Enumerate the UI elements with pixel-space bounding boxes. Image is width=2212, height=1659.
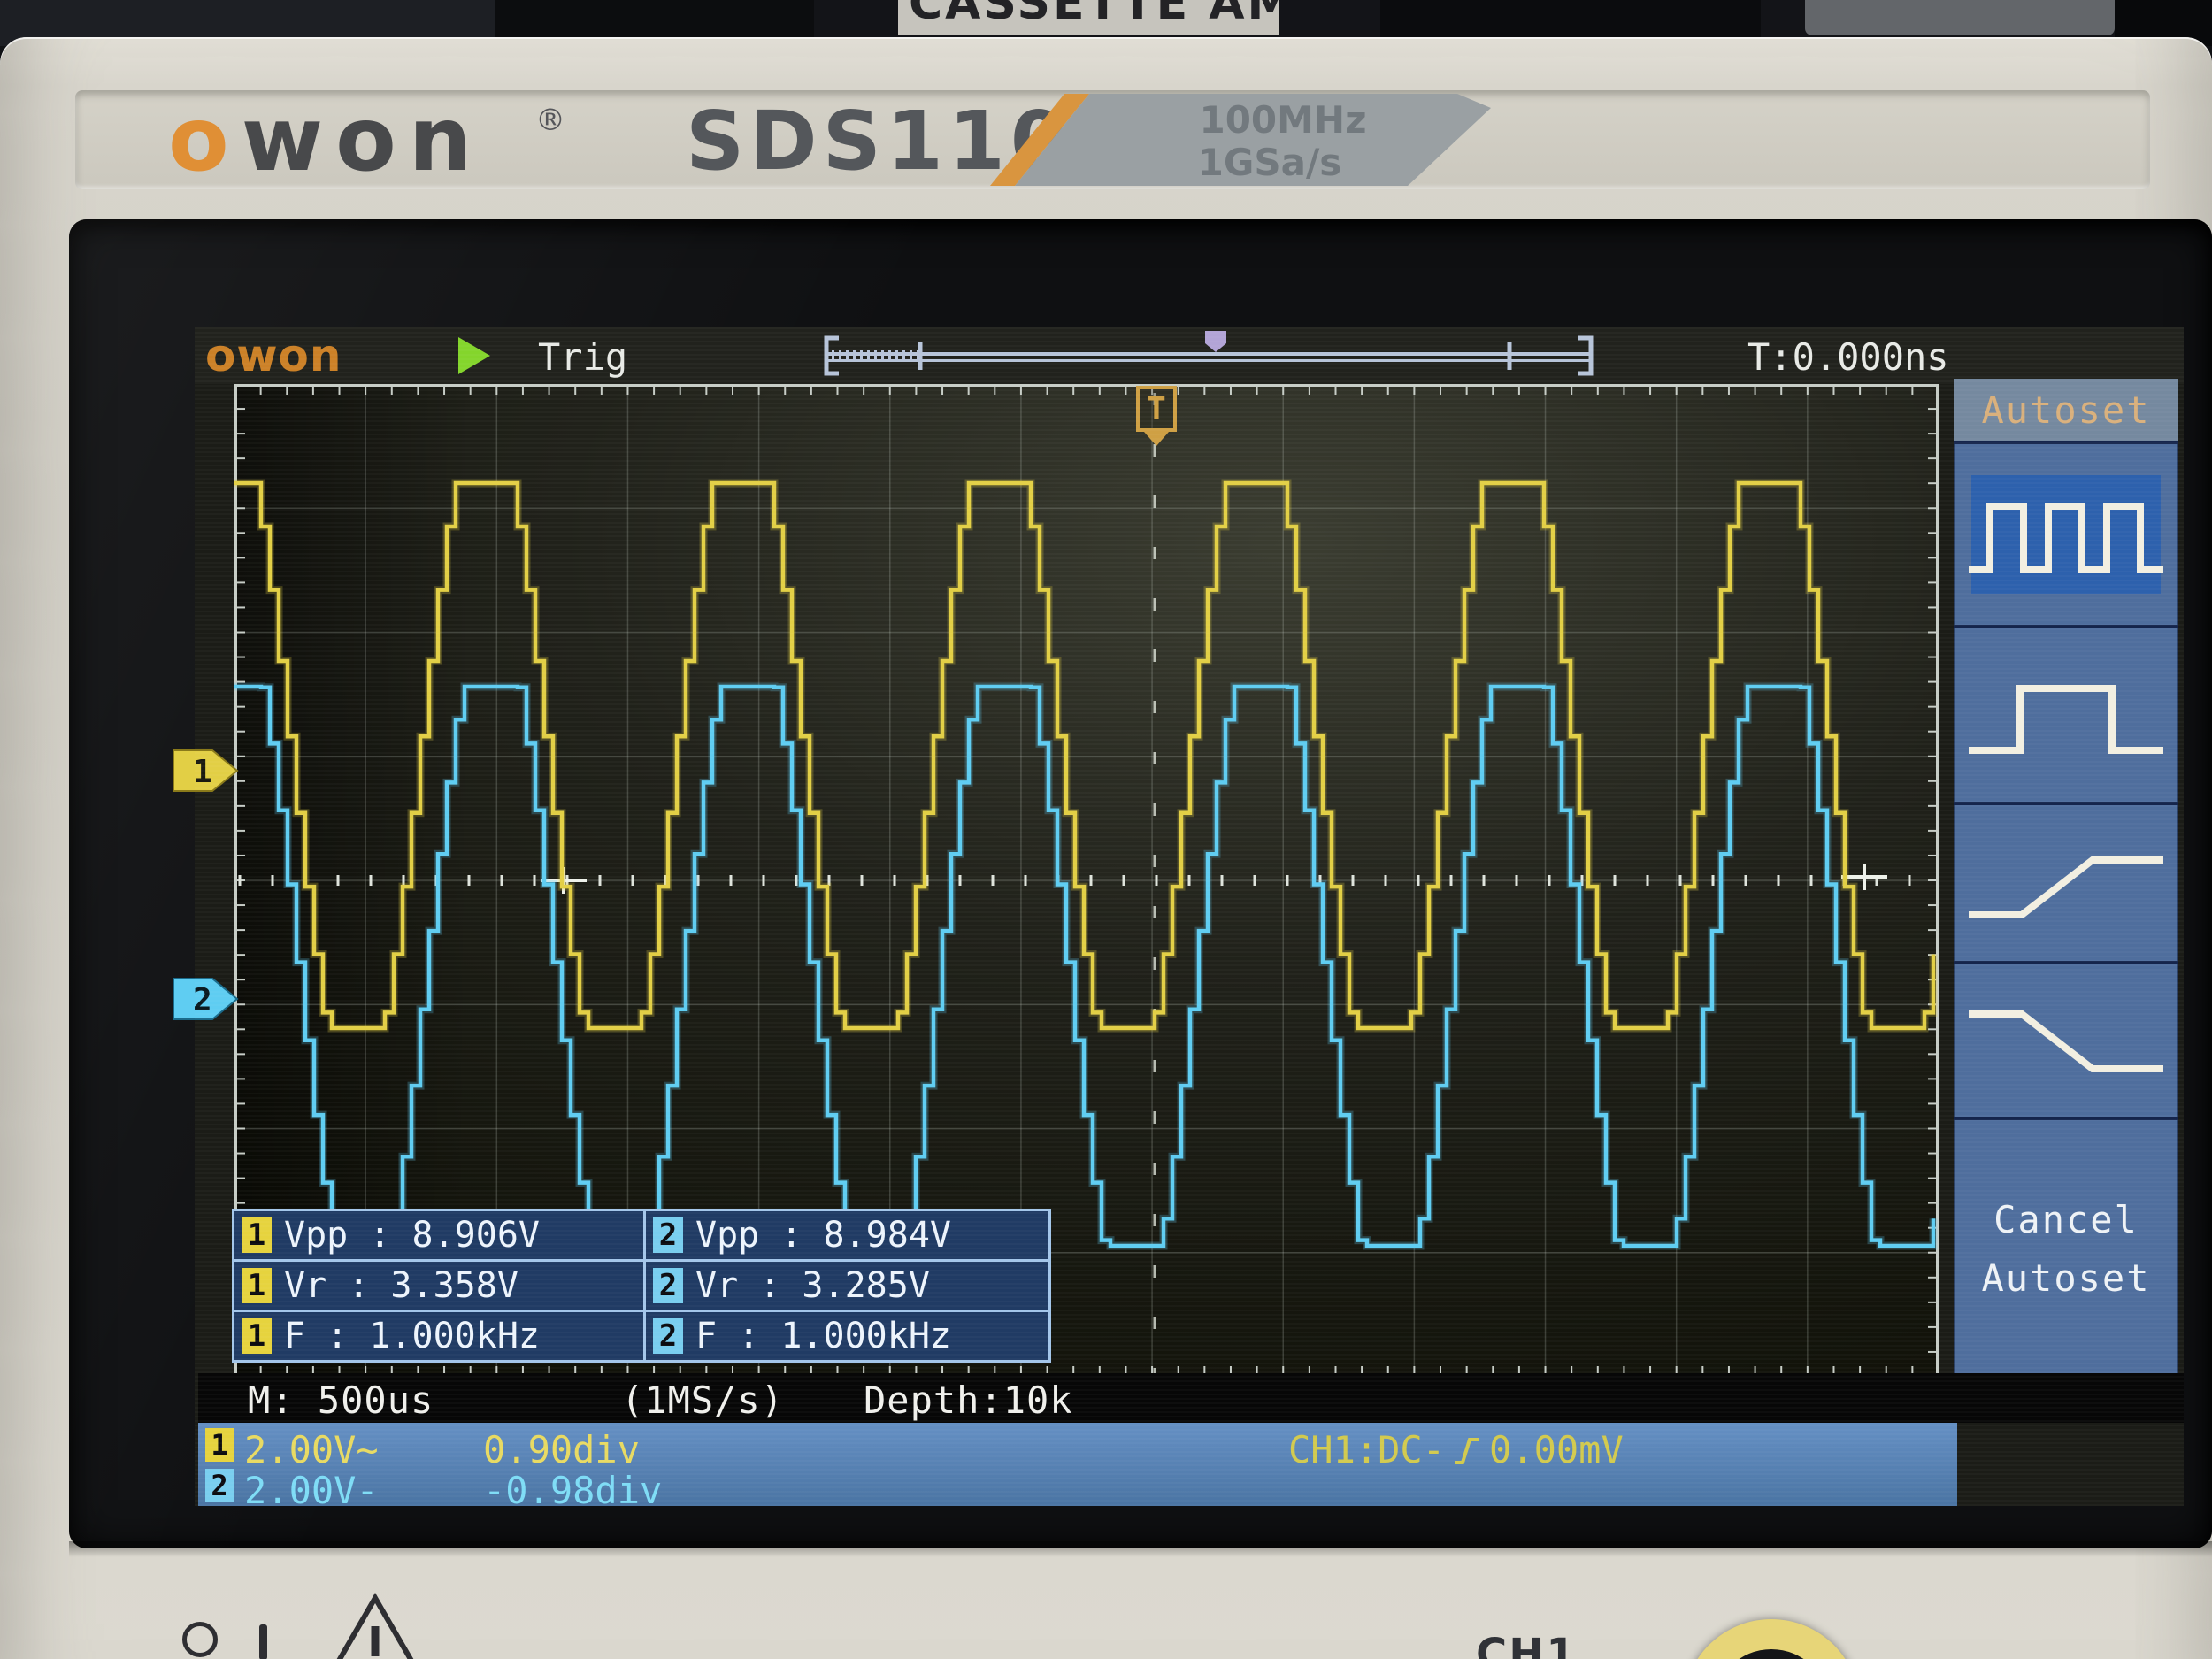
- ch2-badge: 2: [205, 1469, 234, 1502]
- ch1-scale: 2.00V~: [244, 1428, 379, 1471]
- falling-edge-icon: [1969, 1010, 2163, 1072]
- menu-item-single-cycle[interactable]: [1954, 625, 2178, 802]
- trigger-source: CH1:DC-: [1288, 1428, 1446, 1471]
- ch2-vpp-value: Vpp : 8.984V: [695, 1215, 951, 1256]
- ch1-vr-value: Vr : 3.358V: [284, 1265, 518, 1306]
- measurement-row-freq: 1 F : 1.000kHz 2 F : 1.000kHz: [234, 1310, 1048, 1360]
- ch2-badge: 2: [653, 1318, 683, 1354]
- ch1-vr-cell: 1 Vr : 3.358V: [234, 1262, 643, 1310]
- cancel-label-line1: Cancel: [1993, 1198, 2139, 1241]
- menu-item-multi-cycle[interactable]: [1954, 441, 2178, 625]
- power-off-icon: [182, 1622, 218, 1657]
- svg-text:1: 1: [193, 754, 212, 790]
- power-on-icon: [259, 1624, 267, 1659]
- ch2-freq-value: F : 1.000kHz: [695, 1316, 951, 1356]
- ch2-badge: 2: [653, 1268, 683, 1303]
- ch2-position-marker: 2: [173, 978, 239, 1020]
- ch2-scale: 2.00V-: [244, 1469, 379, 1512]
- record-depth-value: Depth:10k: [864, 1379, 1073, 1422]
- registered-mark: ®: [535, 103, 565, 138]
- shelf-label: CASSETTE AMP: [898, 0, 1279, 35]
- ch2-vr-value: Vr : 3.285V: [695, 1265, 930, 1306]
- ch1-badge: 1: [242, 1318, 272, 1354]
- trigger-time-offset: T:0.000ns: [1747, 335, 1949, 379]
- brand-logo-o: o: [168, 88, 242, 191]
- menu-title: Autoset: [1954, 379, 2178, 441]
- ch1-position-marker: 1: [173, 749, 239, 792]
- badge-bandwidth-text: 100MHz: [1199, 98, 1366, 142]
- selected-highlight: [1971, 475, 2161, 594]
- background-object: [1805, 0, 2115, 35]
- ch2-position: -0.98div: [483, 1469, 663, 1512]
- measurement-row-vr: 1 Vr : 3.358V 2 Vr : 3.285V: [234, 1259, 1048, 1310]
- menu-item-falling-edge[interactable]: [1954, 961, 2178, 1117]
- badge-orange-stripe: [990, 94, 1089, 186]
- background-object: [1380, 0, 1761, 42]
- brand-logo-rest: won: [241, 88, 484, 191]
- cancel-label-line2: Autoset: [1981, 1256, 2151, 1300]
- trigger-position-marker-icon: [1205, 331, 1226, 352]
- ch1-vpp-cell: 1 Vpp : 8.906V: [234, 1211, 643, 1259]
- brand-plate: owon ® SDS1102 100MHz 1GSa/s: [75, 90, 2150, 189]
- ch1-vpp-value: Vpp : 8.906V: [284, 1215, 540, 1256]
- ch1-freq-value: F : 1.000kHz: [284, 1316, 540, 1356]
- badge-samplerate-text: 1GSa/s: [1198, 141, 1342, 184]
- horizontal-position-indicator: [824, 331, 1594, 376]
- shelf-label-text: CASSETTE AMP: [909, 0, 1279, 30]
- ch2-vr-cell: 2 Vr : 3.285V: [643, 1262, 1048, 1310]
- bandwidth-badge: 100MHz 1GSa/s: [990, 94, 1491, 186]
- svg-text:2: 2: [193, 982, 212, 1018]
- ch1-freq-cell: 1 F : 1.000kHz: [234, 1312, 643, 1360]
- ch1-status-row: 1 2.00V~ 0.90div CH1:DC- 0.00mV: [198, 1426, 1957, 1471]
- softkey-menu: Autoset: [1954, 379, 2178, 1379]
- badge-plate: [1015, 94, 1491, 186]
- top-status-bar: owon Trig T:0.000ns: [195, 327, 2184, 384]
- bnc-center: [1713, 1649, 1830, 1659]
- measurement-panel: 1 Vpp : 8.906V 2 Vpp : 8.984V 1 Vr : 3.3…: [232, 1209, 1051, 1363]
- ch1-position: 0.90div: [483, 1428, 641, 1471]
- ch2-vpp-cell: 2 Vpp : 8.984V: [643, 1211, 1048, 1259]
- sample-rate-value: (1MS/s): [621, 1379, 785, 1422]
- screen-shadow: [69, 1541, 2212, 1557]
- background-object: [495, 0, 814, 41]
- trigger-info: CH1:DC- 0.00mV: [1288, 1428, 1624, 1471]
- lcd-logo: owon: [205, 330, 342, 381]
- warning-triangle-icon: [336, 1593, 414, 1659]
- menu-item-cancel-autoset[interactable]: Cancel Autoset: [1954, 1117, 2178, 1379]
- single-cycle-square-icon: [1969, 685, 2163, 754]
- multi-cycle-square-icon: [1969, 503, 2163, 573]
- channel-status-bar: 1 2.00V~ 0.90div CH1:DC- 0.00mV 2 2.00V-…: [198, 1423, 1957, 1512]
- measurement-row-vpp: 1 Vpp : 8.906V 2 Vpp : 8.984V: [234, 1211, 1048, 1259]
- ch1-badge: 1: [205, 1428, 234, 1462]
- trigger-level: 0.00mV: [1489, 1428, 1624, 1471]
- ch1-badge: 1: [242, 1268, 272, 1303]
- lcd-display: owon Trig T:0.000ns T 1 2: [173, 327, 2184, 1512]
- timebase-value: M: 500us: [248, 1379, 434, 1422]
- timebase-status-bar: M: 500us (1MS/s) Depth:10k: [198, 1373, 2184, 1423]
- run-arrow-icon: [458, 337, 490, 374]
- ch2-freq-cell: 2 F : 1.000kHz: [643, 1312, 1048, 1360]
- trigger-point-marker: T: [1136, 386, 1177, 432]
- ch1-connector-label: CH1: [1476, 1630, 1578, 1659]
- trigger-status-label: Trig: [538, 335, 628, 379]
- rising-slope-icon: [1455, 1437, 1479, 1464]
- ch1-badge: 1: [242, 1217, 272, 1253]
- ch2-status-row: 2 2.00V- -0.98div: [198, 1467, 1957, 1512]
- menu-item-rising-edge[interactable]: [1954, 802, 2178, 961]
- rising-edge-icon: [1969, 856, 2163, 918]
- ch2-badge: 2: [653, 1217, 683, 1253]
- brand-logo: owon: [168, 92, 484, 188]
- menu-title-text: Autoset: [1981, 388, 2151, 432]
- trigger-point-marker-tail: [1144, 432, 1169, 446]
